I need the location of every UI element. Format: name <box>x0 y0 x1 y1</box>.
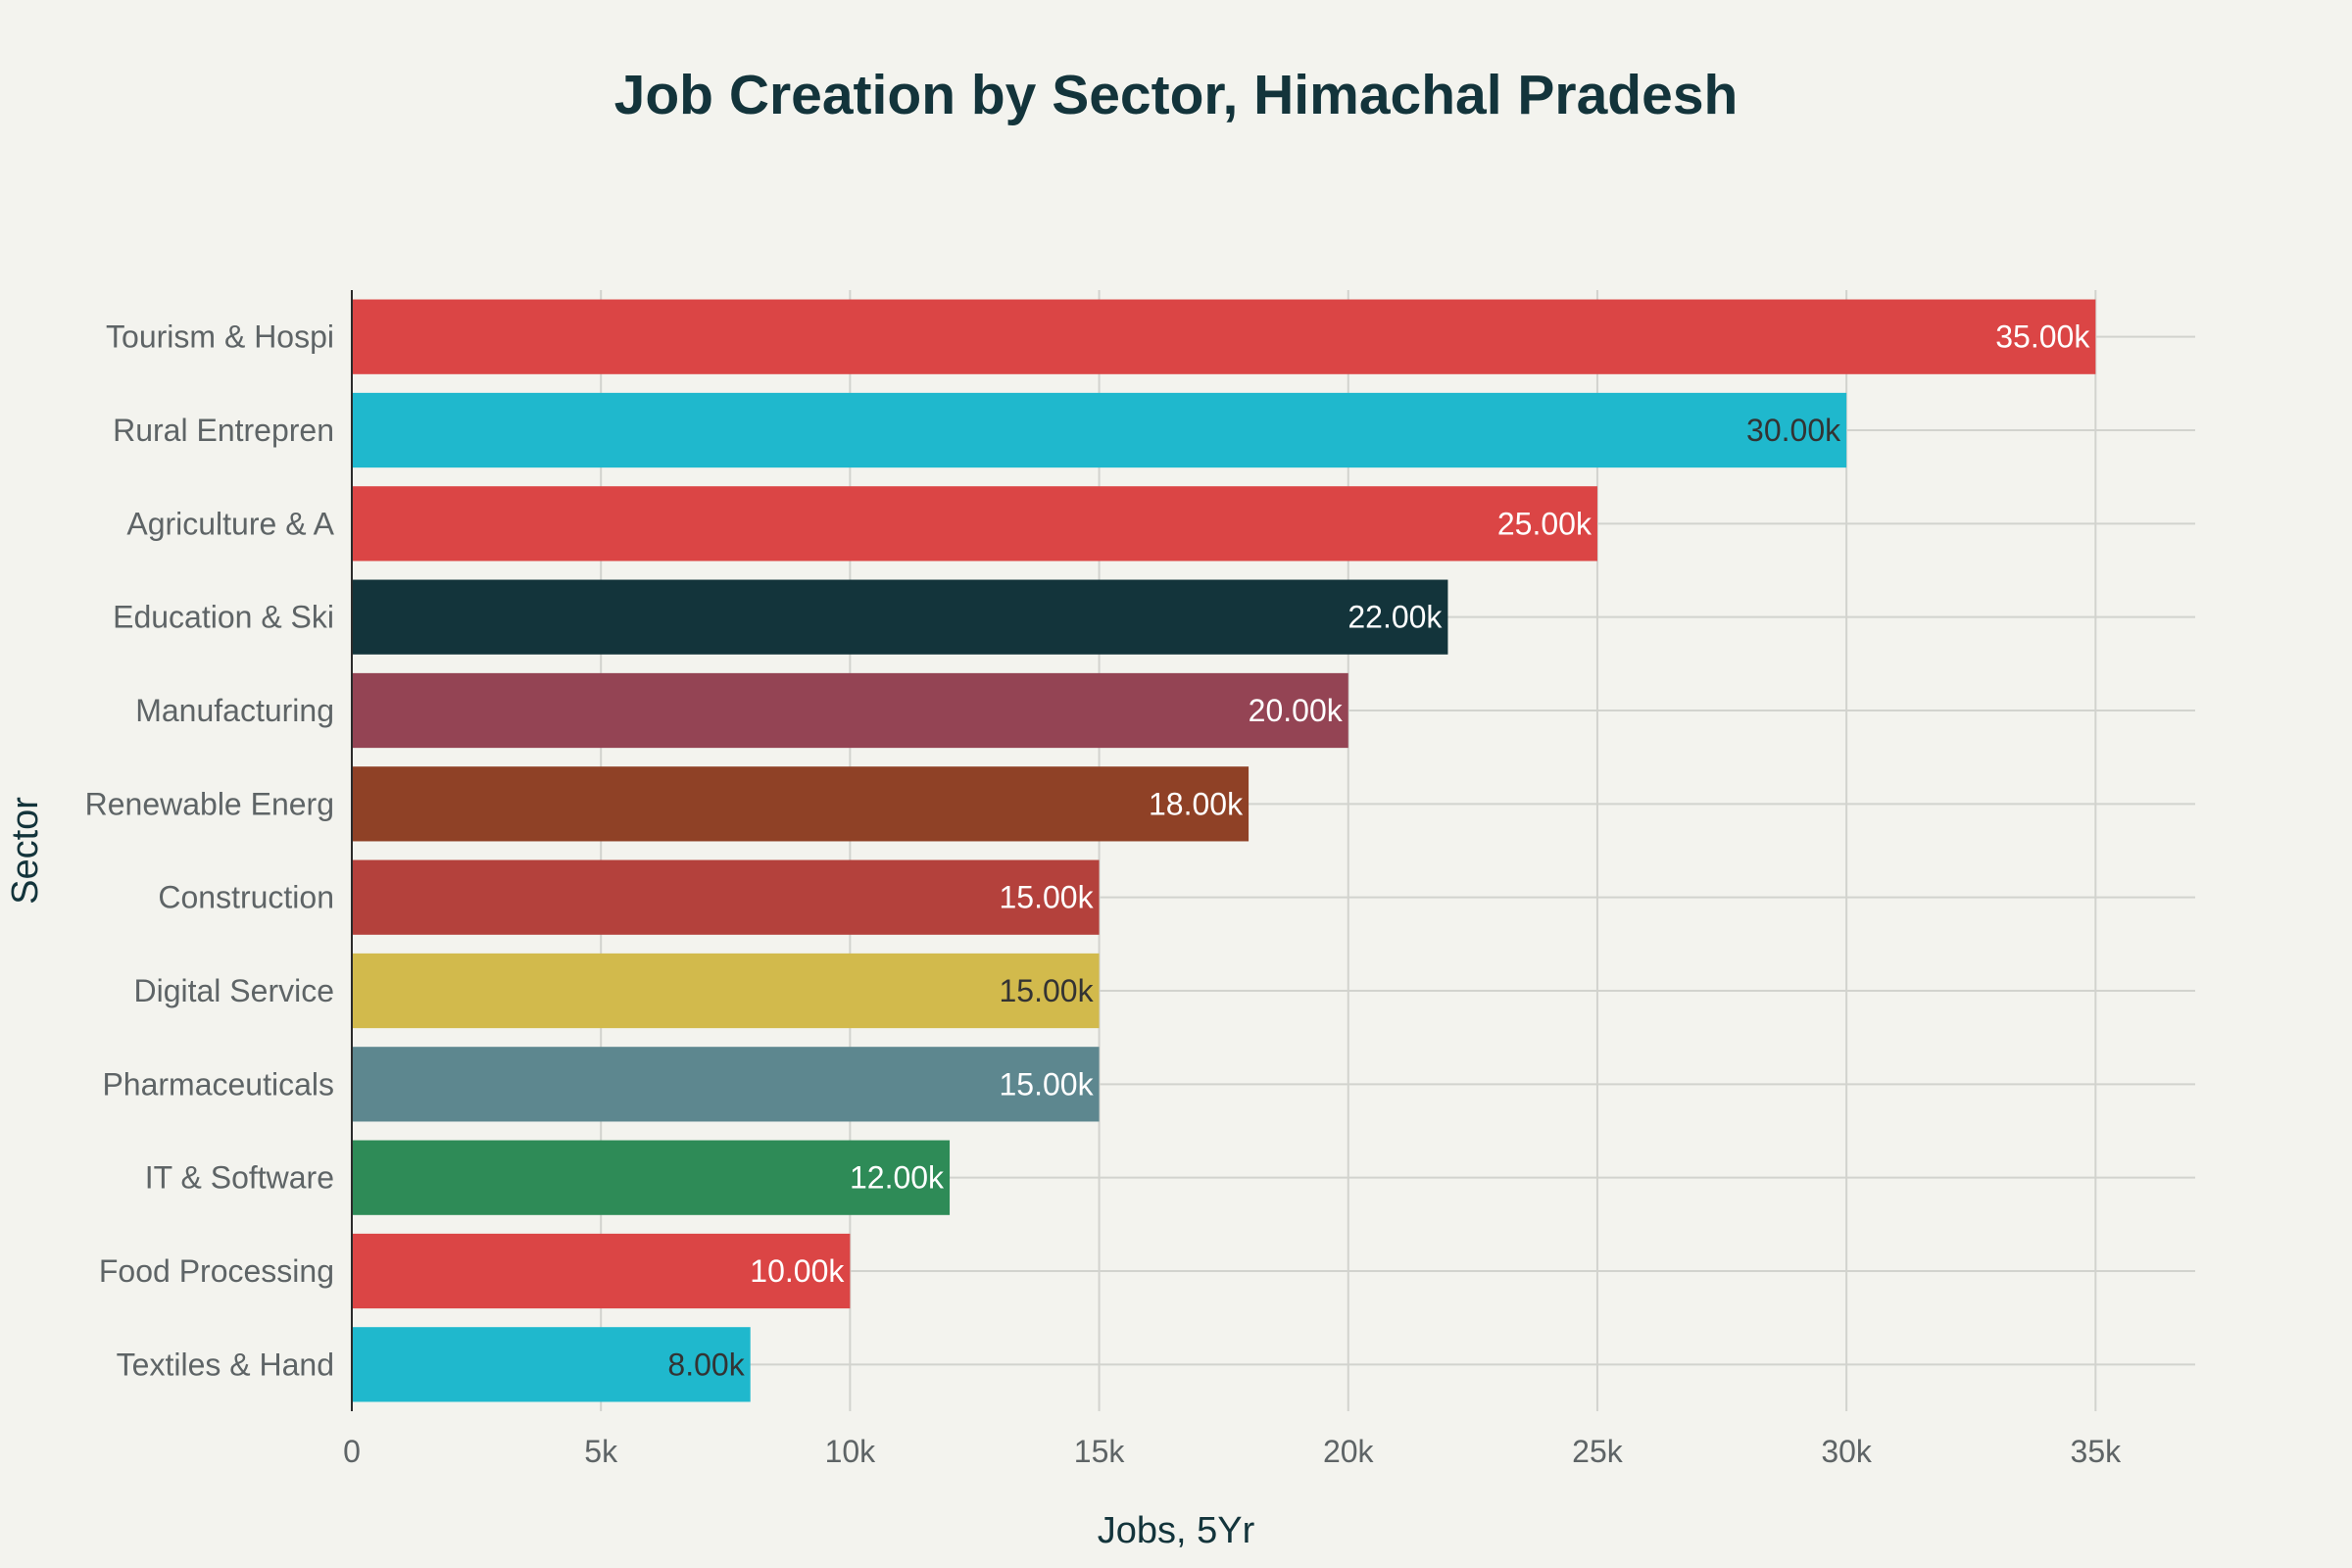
bar <box>352 486 1597 562</box>
bar-data-label: 12.00k <box>850 1160 945 1196</box>
bar <box>352 299 2096 374</box>
y-tick-label: Tourism & Hospi <box>106 319 334 355</box>
y-tick-label: Construction <box>158 880 334 915</box>
x-tick-label: 30k <box>1821 1434 1873 1469</box>
bar-data-label: 35.00k <box>1995 319 2090 355</box>
y-tick-label: Pharmaceuticals <box>102 1066 334 1102</box>
y-tick-labels: Tourism & Hospi Rural Entrepren Agricultur… <box>85 319 335 1383</box>
bar <box>352 672 1348 749</box>
bar-data-label: 20.00k <box>1249 693 1344 728</box>
x-tick-label: 5k <box>584 1434 618 1469</box>
y-axis-title: Sector <box>5 797 46 905</box>
bar-data-label: 30.00k <box>1746 413 1841 448</box>
x-tick-label: 35k <box>2071 1434 2123 1469</box>
y-tick-label: Agriculture & A <box>126 506 334 541</box>
bar-data-label: 22.00k <box>1348 600 1443 635</box>
x-tick-label: 10k <box>825 1434 877 1469</box>
bar-data-label: 18.00k <box>1149 786 1244 821</box>
bar <box>352 1140 951 1215</box>
bars: 35.00k 30.00k 25.00k 22.00k 20.00k 18.00k 15.0… <box>352 299 2096 1402</box>
x-tick-label: 15k <box>1074 1434 1126 1469</box>
bar-data-label: 15.00k <box>999 973 1094 1008</box>
y-tick-label: Digital Service <box>133 973 334 1008</box>
y-tick-label: IT & Software <box>145 1160 334 1196</box>
x-tick-labels: 0 5k 10k 15k 20k 25k 30k 35k <box>343 1434 2122 1469</box>
bar <box>352 1233 851 1309</box>
bar <box>352 859 1100 935</box>
bar-data-label: 10.00k <box>750 1253 845 1289</box>
bar <box>352 392 1847 468</box>
chart-title: Job Creation by Sector, Himachal Pradesh <box>614 64 1739 126</box>
bar <box>352 579 1448 655</box>
y-tick-label: Textiles & Hand <box>117 1347 334 1382</box>
y-tick-label: Manufacturing <box>135 693 334 728</box>
x-tick-label: 25k <box>1572 1434 1624 1469</box>
y-tick-label: Renewable Energ <box>85 786 334 821</box>
x-tick-label: 20k <box>1323 1434 1375 1469</box>
y-tick-label: Food Processing <box>99 1253 334 1289</box>
bar-data-label: 25.00k <box>1497 506 1592 541</box>
bar-data-label: 8.00k <box>667 1347 745 1382</box>
bar <box>352 953 1100 1029</box>
bar-data-label: 15.00k <box>999 1066 1094 1102</box>
bar <box>352 1047 1100 1122</box>
y-tick-label: Education & Ski <box>113 600 334 635</box>
x-tick-label: 0 <box>343 1434 361 1469</box>
x-axis-title: Jobs, 5Yr <box>1098 1510 1255 1551</box>
bar <box>352 766 1250 842</box>
bar-data-label: 15.00k <box>999 880 1094 915</box>
bar <box>352 1327 751 1402</box>
y-tick-label: Rural Entrepren <box>113 413 334 448</box>
